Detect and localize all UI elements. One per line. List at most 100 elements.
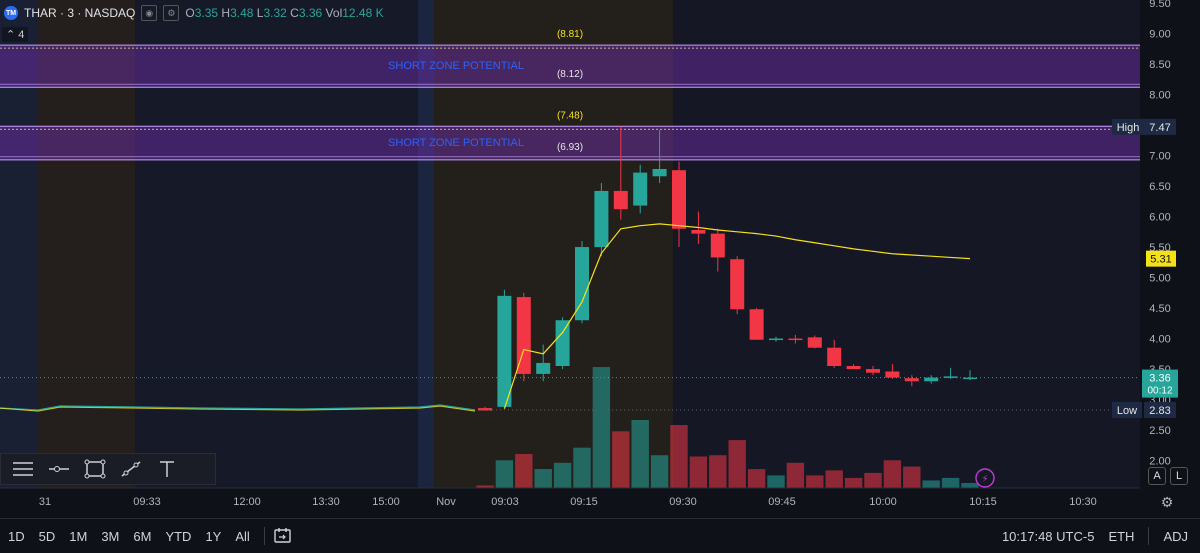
- candle-body[interactable]: [594, 190, 609, 248]
- candle-body[interactable]: [788, 338, 803, 341]
- price-tick-label: 6.00: [1149, 212, 1170, 224]
- volume-bar: [592, 367, 611, 488]
- volume-bar: [631, 419, 649, 488]
- log-scale-button[interactable]: L: [1170, 467, 1188, 485]
- candle-body[interactable]: [536, 362, 551, 374]
- time-axis[interactable]: [0, 488, 1200, 518]
- date-range-calendar-icon[interactable]: [273, 526, 293, 547]
- volume-bar: [941, 477, 960, 488]
- candle-body[interactable]: [497, 295, 512, 407]
- zone-bottom-price-label: (8.12): [557, 69, 583, 80]
- time-tick-label: 10:00: [869, 496, 897, 508]
- horizontal-ray-tool-icon[interactable]: [43, 456, 75, 482]
- candlestick-chart[interactable]: SHORT ZONE POTENTIAL (8.81) (8.12) SHORT ZO…: [0, 0, 1200, 518]
- axis-settings-gear-icon: ⚙: [1161, 495, 1174, 511]
- candle-body[interactable]: [963, 377, 977, 380]
- lightning-alert-icon[interactable]: [975, 468, 995, 488]
- volume-bar: [650, 455, 669, 488]
- session-band: [0, 0, 38, 488]
- adj-button[interactable]: ADJ: [1163, 528, 1188, 544]
- candle-body[interactable]: [749, 309, 764, 340]
- range-button-1y[interactable]: 1Y: [205, 528, 222, 544]
- price-tick-label: 9.00: [1149, 29, 1170, 41]
- rectangle-tool-icon[interactable]: [79, 456, 111, 482]
- ma-value-label: 5.31: [1150, 254, 1171, 266]
- candle-body[interactable]: [575, 247, 589, 321]
- price-tick-label: 4.50: [1149, 303, 1170, 315]
- candle-body[interactable]: [924, 377, 939, 382]
- premarket-price-line: [0, 404, 476, 411]
- high-tag-label: High: [1117, 122, 1140, 134]
- candle-body[interactable]: [904, 378, 919, 382]
- symbol-title[interactable]: THAR · 3 · NASDAQ: [24, 6, 136, 20]
- company-logo-icon: TM: [4, 6, 18, 20]
- high-tag-bg: [1112, 118, 1144, 135]
- time-tick-label: 09:45: [768, 496, 796, 508]
- session-button[interactable]: ETH: [1108, 528, 1135, 544]
- time-tick-label: Nov: [436, 496, 456, 508]
- time-tick-label: 13:30: [312, 496, 340, 508]
- range-button-1m[interactable]: 1M: [69, 528, 88, 544]
- range-button-5d[interactable]: 5D: [38, 528, 56, 544]
- candle-body[interactable]: [943, 376, 958, 378]
- drawing-toolbar: [0, 453, 216, 485]
- settings-gear-icon[interactable]: ⚙: [163, 5, 180, 21]
- volume-bar: [553, 462, 572, 488]
- high-value-bg: [1144, 118, 1176, 135]
- divider: [1148, 527, 1150, 545]
- price-tick-label: 2.50: [1149, 425, 1170, 437]
- volume-bar: [844, 477, 863, 488]
- time-tick-label: 15:00: [372, 496, 400, 508]
- text-tool-icon[interactable]: [151, 456, 183, 482]
- bar-countdown-label: 00:12: [1147, 386, 1172, 397]
- range-button-6m[interactable]: 6M: [133, 528, 152, 544]
- volume-bar: [825, 470, 843, 488]
- session-band: [418, 0, 434, 488]
- candle-body[interactable]: [807, 337, 822, 348]
- time-tick-label: 09:30: [669, 496, 697, 508]
- auto-scale-button[interactable]: A: [1148, 467, 1166, 485]
- range-button-all[interactable]: All: [235, 528, 250, 544]
- price-tick-label: 7.00: [1149, 151, 1170, 163]
- candle-body[interactable]: [672, 170, 686, 229]
- candle-body[interactable]: [652, 168, 667, 177]
- candle-body[interactable]: [730, 259, 745, 310]
- volume-bar: [728, 440, 746, 488]
- volume-bar: [573, 447, 591, 488]
- zone-top-price-label: (7.48): [557, 110, 583, 121]
- candle-body[interactable]: [885, 371, 900, 378]
- range-button-1d[interactable]: 1D: [8, 528, 25, 544]
- horizontal-lines-tool-icon[interactable]: [7, 456, 39, 482]
- range-button-3m[interactable]: 3M: [101, 528, 120, 544]
- session-band: [135, 0, 418, 488]
- time-tick-label: 09:03: [491, 496, 519, 508]
- candle-body[interactable]: [691, 229, 706, 234]
- ohlc-values: O3.35 H3.48 L3.32 C3.36 Vol12.48 K: [185, 6, 384, 20]
- candle-body[interactable]: [827, 347, 842, 366]
- clock-time: 10:17:48 UTC-5: [1001, 528, 1095, 544]
- price-tick-label: 6.50: [1149, 181, 1170, 193]
- candle-body[interactable]: [478, 408, 492, 411]
- range-button-ytd[interactable]: YTD: [165, 528, 192, 544]
- candle-body[interactable]: [555, 320, 570, 366]
- short-zone-box[interactable]: [0, 45, 1140, 88]
- trend-line-tool-icon[interactable]: [115, 456, 147, 482]
- short-zone-box[interactable]: [0, 126, 1140, 160]
- volume-bar: [515, 453, 533, 488]
- volume-bar: [670, 425, 688, 488]
- candle-body[interactable]: [633, 172, 648, 206]
- time-tick-label: 10:30: [1069, 496, 1097, 508]
- zone-bottom-price-label: (6.93): [557, 142, 583, 153]
- candle-body[interactable]: [769, 338, 783, 341]
- candle-body[interactable]: [710, 233, 725, 258]
- last-price-label: 3.36: [1149, 373, 1170, 385]
- price-tick-label: 2.00: [1149, 456, 1170, 468]
- indicator-toggle[interactable]: ⌃ 4: [2, 27, 29, 42]
- candle-body[interactable]: [613, 190, 628, 210]
- candle-body[interactable]: [516, 297, 531, 374]
- volume-bar: [806, 475, 824, 488]
- premarket-ma-line: [0, 405, 476, 412]
- hide-eye-icon[interactable]: ◉: [141, 5, 158, 21]
- candle-body[interactable]: [866, 369, 880, 373]
- candle-body[interactable]: [846, 366, 861, 370]
